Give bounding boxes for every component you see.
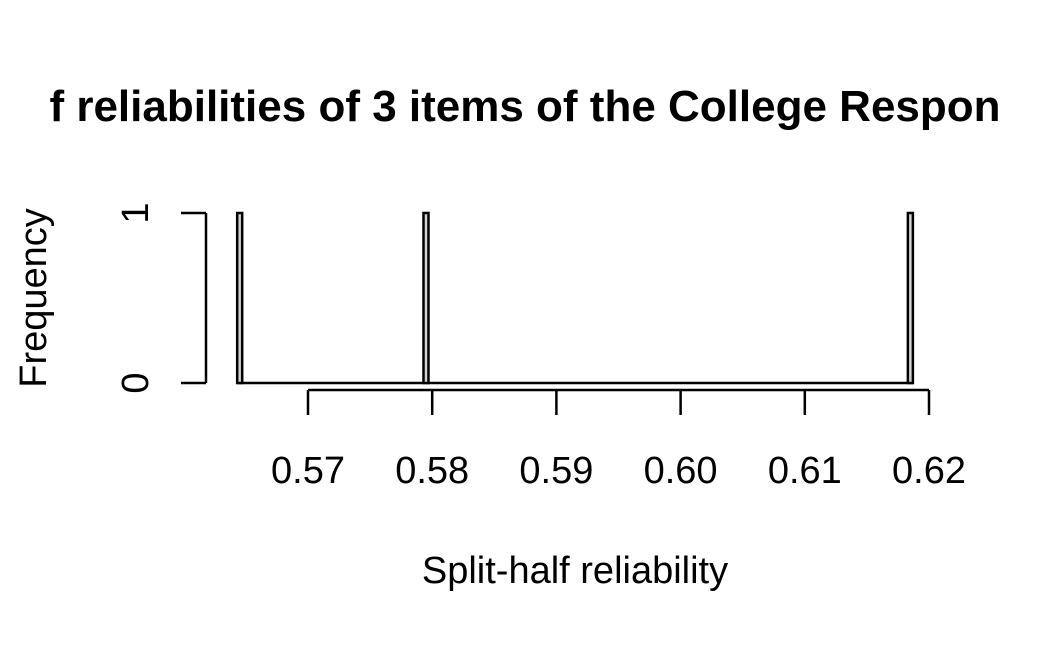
histogram-bar-3 xyxy=(906,211,915,385)
x-tick-label: 0.60 xyxy=(644,450,718,492)
x-tick-label: 0.59 xyxy=(519,450,593,492)
histogram-bar-1 xyxy=(235,211,244,385)
x-tick-label: 0.61 xyxy=(768,450,842,492)
x-tick-label: 0.58 xyxy=(395,450,469,492)
x-axis-label: Split-half reliability xyxy=(422,550,728,592)
y-tick-label: 0 xyxy=(115,372,157,393)
x-tick-label: 0.57 xyxy=(271,450,345,492)
y-axis: 01 xyxy=(115,202,208,394)
y-tick-label: 1 xyxy=(115,202,157,223)
y-axis-label: Frequency xyxy=(13,208,55,388)
histogram-bar-2 xyxy=(422,211,430,385)
bars-group xyxy=(235,211,915,385)
x-axis: 0.57 0.58 0.59 0.60 0.61 0.62 xyxy=(271,388,966,492)
chart-title: f reliabilities of 3 items of the Colleg… xyxy=(49,82,1000,131)
x-tick-label: 0.62 xyxy=(892,450,966,492)
